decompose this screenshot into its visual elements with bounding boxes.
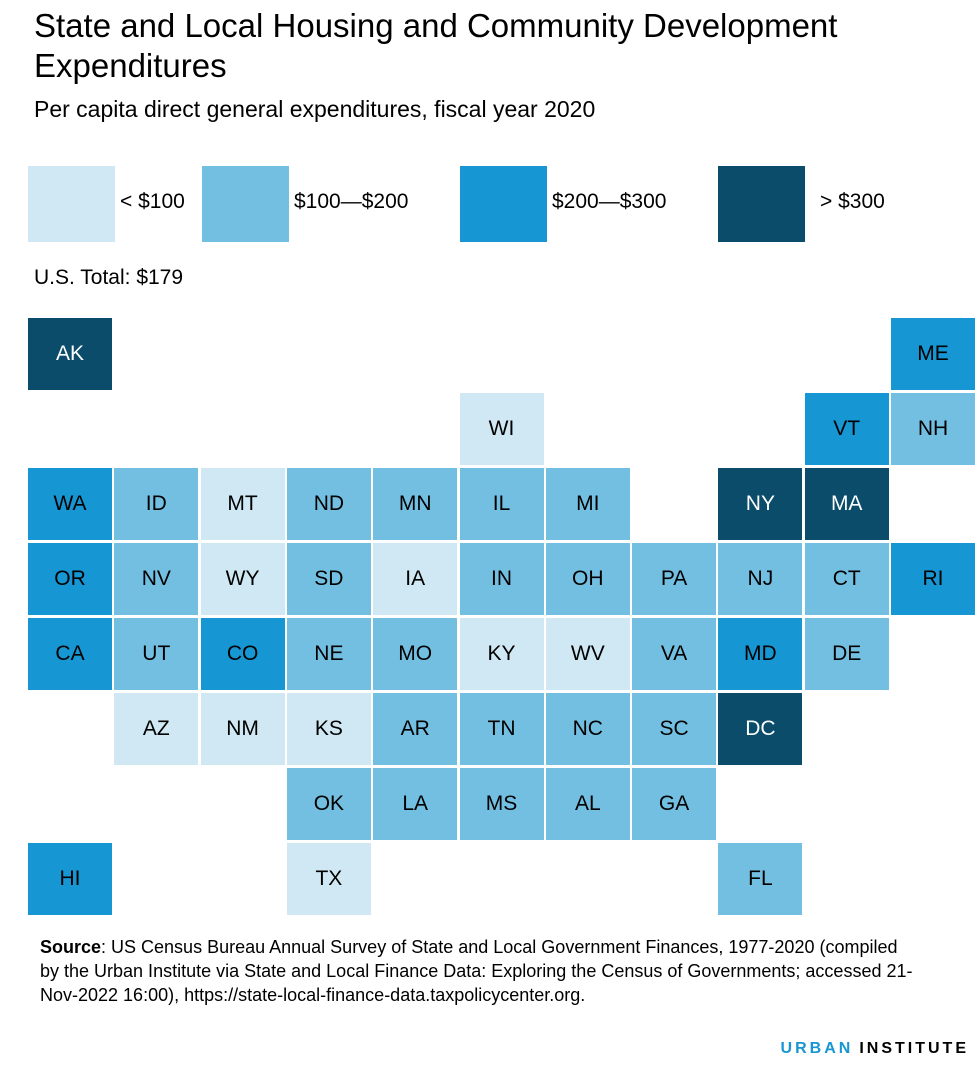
state-tile-dc: DC xyxy=(718,693,803,765)
state-tile-wy: WY xyxy=(200,543,285,615)
state-tile-wi: WI xyxy=(459,393,544,465)
state-tile-oh: OH xyxy=(545,543,630,615)
state-tile-or: OR xyxy=(28,543,112,615)
urban-institute-logo: URBAN INSTITUTE xyxy=(781,1040,969,1058)
logo-urban: URBAN xyxy=(780,1040,854,1057)
legend-swatch xyxy=(202,166,289,242)
legend-label: < $100 xyxy=(120,190,185,213)
state-tile-in: IN xyxy=(459,543,544,615)
state-tile-nh: NH xyxy=(891,393,975,465)
legend-label: $100—$200 xyxy=(294,190,409,213)
state-tile-vt: VT xyxy=(804,393,889,465)
state-tile-ca: CA xyxy=(28,618,112,690)
state-tile-wv: WV xyxy=(545,618,630,690)
state-tile-wa: WA xyxy=(28,468,112,540)
state-tile-sd: SD xyxy=(286,543,371,615)
legend-label: > $300 xyxy=(820,190,885,213)
state-tile-ky: KY xyxy=(459,618,544,690)
state-tile-ny: NY xyxy=(718,468,803,540)
state-tile-mn: MN xyxy=(373,468,458,540)
state-tile-pa: PA xyxy=(632,543,717,615)
legend-swatch xyxy=(28,166,115,242)
legend-swatch xyxy=(718,166,805,242)
state-tile-md: MD xyxy=(718,618,803,690)
state-tile-tx: TX xyxy=(286,843,371,915)
state-tile-sc: SC xyxy=(632,693,717,765)
state-tile-ar: AR xyxy=(373,693,458,765)
state-tile-ms: MS xyxy=(459,768,544,840)
state-tile-ut: UT xyxy=(114,618,199,690)
state-tile-mi: MI xyxy=(545,468,630,540)
state-tile-mt: MT xyxy=(200,468,285,540)
state-tile-ri: RI xyxy=(891,543,975,615)
chart-subtitle: Per capita direct general expenditures, … xyxy=(34,96,596,122)
state-tile-ma: MA xyxy=(804,468,889,540)
state-tile-ks: KS xyxy=(286,693,371,765)
state-tile-nc: NC xyxy=(545,693,630,765)
state-tile-ga: GA xyxy=(632,768,717,840)
state-tile-nj: NJ xyxy=(718,543,803,615)
logo-institute: INSTITUTE xyxy=(859,1040,969,1057)
state-tile-ak: AK xyxy=(28,318,112,390)
state-tile-al: AL xyxy=(545,768,630,840)
state-tile-tn: TN xyxy=(459,693,544,765)
source-text: : US Census Bureau Annual Survey of Stat… xyxy=(40,937,913,1005)
state-tile-fl: FL xyxy=(718,843,803,915)
state-tile-nv: NV xyxy=(114,543,199,615)
state-tile-il: IL xyxy=(459,468,544,540)
state-tile-ia: IA xyxy=(373,543,458,615)
state-tile-az: AZ xyxy=(114,693,199,765)
state-tile-ok: OK xyxy=(286,768,371,840)
state-tile-ct: CT xyxy=(804,543,889,615)
state-tile-va: VA xyxy=(632,618,717,690)
state-tile-hi: HI xyxy=(28,843,112,915)
state-tile-de: DE xyxy=(804,618,889,690)
chart-title: State and Local Housing and Community De… xyxy=(34,7,838,84)
state-tile-id: ID xyxy=(114,468,199,540)
state-tile-la: LA xyxy=(373,768,458,840)
source-note: Source: US Census Bureau Annual Survey o… xyxy=(40,935,920,1007)
state-tile-me: ME xyxy=(891,318,975,390)
state-tile-ne: NE xyxy=(286,618,371,690)
legend-swatch xyxy=(460,166,547,242)
us-total: U.S. Total: $179 xyxy=(34,266,184,289)
state-tile-mo: MO xyxy=(373,618,458,690)
state-tile-nd: ND xyxy=(286,468,371,540)
legend-label: $200—$300 xyxy=(552,190,667,213)
state-tile-nm: NM xyxy=(200,693,285,765)
state-tile-co: CO xyxy=(200,618,285,690)
source-label: Source xyxy=(40,937,102,957)
